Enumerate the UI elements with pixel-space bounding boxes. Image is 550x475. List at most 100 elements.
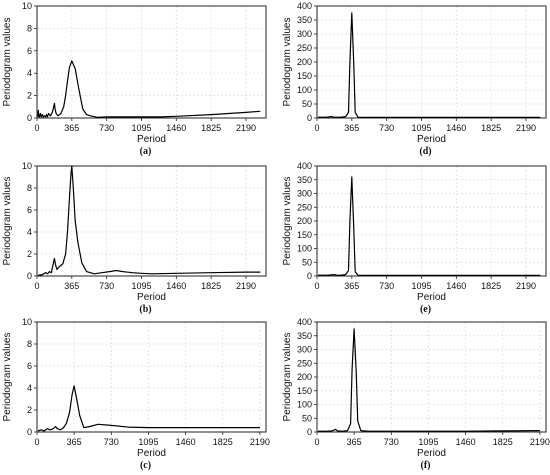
x-tick-label: 2190 — [236, 281, 256, 291]
x-tick-label: 365 — [67, 437, 82, 447]
y-tick-label: 6 — [27, 361, 32, 371]
x-tick-label: 730 — [99, 281, 114, 291]
y-tick-label: 50 — [302, 413, 312, 423]
y-tick-label: 100 — [297, 400, 312, 410]
y-tick-label: 350 — [297, 331, 312, 341]
x-axis-title: Period — [417, 134, 446, 145]
chart-panel-a: 0 365 730 1095 1460 1825 2190 0 2 4 6 8 10 Period Peri… — [2, 1, 267, 157]
y-tick-label: 10 — [22, 161, 32, 171]
y-tick-label: 2 — [27, 249, 32, 259]
x-tick-label: 0 — [314, 281, 319, 291]
y-tick-label: 250 — [297, 43, 312, 53]
y-tick-label: 250 — [297, 358, 312, 368]
x-tick-label: 1095 — [131, 281, 151, 291]
x-tick-label: 0 — [314, 437, 319, 447]
y-tick-label: 350 — [297, 15, 312, 25]
x-tick-label: 1460 — [446, 123, 466, 133]
x-axis-title: Period — [417, 292, 446, 303]
y-tick-label: 6 — [27, 46, 32, 56]
x-tick-label: 1095 — [418, 437, 438, 447]
y-tick-label: 6 — [27, 205, 32, 215]
y-tick-label: 350 — [297, 175, 312, 185]
panel-caption: (f) — [421, 460, 431, 471]
x-tick-label: 2190 — [236, 123, 256, 133]
y-tick-label: 10 — [22, 1, 32, 11]
panel-caption: (a) — [140, 146, 152, 157]
x-tick-label: 1460 — [456, 437, 476, 447]
chart-panel-b: 0 365 730 1095 1460 1825 2190 0 2 4 6 8 10 Period Peri… — [2, 161, 267, 315]
x-tick-label: 365 — [64, 281, 79, 291]
y-tick-label: 8 — [27, 23, 32, 33]
x-tick-label: 1095 — [411, 123, 431, 133]
y-tick-label: 4 — [27, 227, 32, 237]
y-axis-title: Periodogram values — [2, 333, 13, 422]
y-tick-label: 100 — [297, 85, 312, 95]
chart-panel-e: 0 365 730 1095 1460 1825 2190 0 50 100 150 200 250 30… — [282, 161, 547, 315]
y-tick-label: 8 — [27, 183, 32, 193]
y-tick-label: 200 — [297, 57, 312, 67]
x-axis-title: Period — [137, 292, 166, 303]
series-line-d — [318, 12, 541, 119]
plot-frame — [36, 165, 267, 277]
y-axis-title: Periodogram values — [282, 333, 293, 422]
y-tick-label: 0 — [27, 427, 32, 437]
series-line-e — [318, 176, 541, 276]
y-tick-label: 300 — [297, 345, 312, 355]
panel-caption: (e) — [420, 304, 431, 315]
y-tick-label: 0 — [307, 271, 312, 281]
x-tick-label: 2190 — [516, 281, 536, 291]
x-tick-label: 1460 — [446, 281, 466, 291]
y-tick-label: 400 — [297, 317, 312, 327]
y-tick-label: 8 — [27, 339, 32, 349]
x-tick-label: 1095 — [131, 123, 151, 133]
x-tick-label: 730 — [99, 123, 114, 133]
panel-caption: (d) — [419, 146, 431, 157]
y-tick-label: 2 — [27, 405, 32, 415]
panel-caption: (c) — [140, 460, 151, 471]
x-axis-title: Period — [137, 134, 166, 145]
x-tick-label: 1825 — [481, 281, 501, 291]
x-tick-label: 1825 — [481, 123, 501, 133]
x-tick-label: 1095 — [411, 281, 431, 291]
y-tick-label: 0 — [307, 427, 312, 437]
x-tick-label: 1095 — [138, 437, 158, 447]
x-tick-label: 730 — [379, 281, 394, 291]
y-axis-title: Periodogram values — [282, 177, 293, 266]
x-tick-label: 0 — [34, 437, 39, 447]
plot-frame — [36, 5, 267, 119]
y-tick-label: 150 — [297, 386, 312, 396]
chart-panel-d: 0 365 730 1095 1460 1825 2190 0 50 100 150 200 250 30… — [282, 1, 547, 157]
y-tick-label: 50 — [302, 99, 312, 109]
y-tick-label: 100 — [297, 244, 312, 254]
panel-caption: (b) — [139, 304, 151, 315]
x-tick-label: 365 — [344, 123, 359, 133]
y-tick-label: 150 — [297, 230, 312, 240]
y-tick-label: 0 — [307, 113, 312, 123]
x-tick-label: 2190 — [516, 123, 536, 133]
y-tick-label: 150 — [297, 71, 312, 81]
x-tick-label: 0 — [34, 281, 39, 291]
series-line-a — [37, 60, 261, 119]
chart-panel-f: 0 365 730 1095 1460 1825 2190 0 50 100 150 200 250 30… — [282, 317, 550, 471]
y-tick-label: 0 — [27, 113, 32, 123]
y-tick-label: 2 — [27, 91, 32, 101]
plot-frame — [36, 321, 267, 433]
x-tick-label: 365 — [64, 123, 79, 133]
y-tick-label: 200 — [297, 216, 312, 226]
y-tick-label: 4 — [27, 68, 32, 78]
y-tick-label: 200 — [297, 372, 312, 382]
x-tick-label: 730 — [379, 123, 394, 133]
x-tick-label: 2190 — [530, 437, 550, 447]
x-axis-title: Period — [417, 448, 446, 459]
series-line-c — [37, 385, 260, 432]
x-tick-label: 365 — [347, 437, 362, 447]
x-tick-label: 1825 — [201, 281, 221, 291]
x-tick-label: 365 — [344, 281, 359, 291]
chart-panel-c: 0 365 730 1095 1460 1825 2190 0 2 4 6 8 10 Period Peri… — [2, 317, 270, 471]
x-tick-label: 1460 — [166, 281, 186, 291]
x-tick-label: 730 — [384, 437, 399, 447]
series-line-b — [37, 165, 261, 276]
x-tick-label: 0 — [34, 123, 39, 133]
y-axis-title: Periodogram values — [2, 18, 13, 107]
